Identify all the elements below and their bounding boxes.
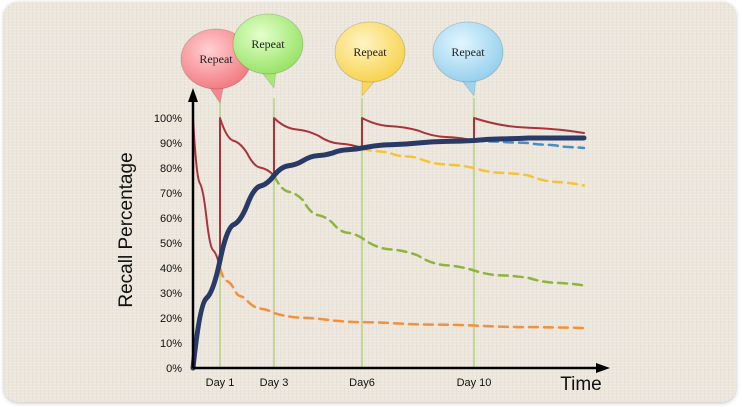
- y-axis-title: Recall Percentage: [116, 152, 137, 307]
- repeat-bubble: Repeat: [432, 21, 504, 98]
- x-tick-label: Day6: [349, 377, 375, 389]
- y-tick-label: 90%: [160, 138, 182, 150]
- y-tick-label: 10%: [160, 338, 182, 350]
- y-tick-label: 100%: [154, 113, 182, 125]
- bubble-body: [232, 13, 304, 75]
- y-tick-label: 30%: [160, 288, 182, 300]
- series-line-decay-after-day-6: [360, 146, 586, 187]
- y-tick-labels: 100% 90% 80% 70% 60% 50% 40% 30% 20% 10% 0%: [154, 113, 182, 375]
- y-tick-label: 70%: [160, 188, 182, 200]
- x-tick-label: Day 1: [206, 377, 235, 389]
- y-axis-arrow: [188, 88, 198, 102]
- bubble-body: [334, 21, 406, 83]
- series-line-recall-with-reviews: [192, 117, 585, 269]
- bubble-label: Repeat: [451, 45, 485, 59]
- series-group: [190, 117, 587, 371]
- bubble-label: Repeat: [251, 37, 285, 51]
- bubble-body: [432, 21, 504, 83]
- x-axis-arrow: [596, 363, 610, 373]
- x-tick-labels: Day 1 Day 3 Day6 Day 10: [206, 377, 492, 389]
- repeat-bubble: Repeat: [232, 13, 304, 90]
- y-tick-label: 50%: [160, 238, 182, 250]
- series-line-retention-trend: [190, 135, 587, 371]
- series-line-decay-after-day-3: [272, 174, 586, 287]
- y-tick-label: 0%: [166, 363, 182, 375]
- x-tick-label: Day 10: [457, 377, 492, 389]
- x-axis-title: Time: [560, 374, 602, 395]
- y-tick-label: 80%: [160, 163, 182, 175]
- repeat-bubbles: Repeat Repeat Repeat Repeat: [180, 13, 504, 105]
- bubble-label: Repeat: [353, 45, 387, 59]
- repeat-bubble: Repeat: [334, 21, 406, 98]
- series-line-decay-after-day-1: [218, 266, 586, 330]
- y-tick-label: 60%: [160, 213, 182, 225]
- bubble-label: Repeat: [199, 52, 233, 66]
- y-tick-label: 40%: [160, 263, 182, 275]
- x-tick-label: Day 3: [260, 377, 289, 389]
- y-tick-label: 20%: [160, 313, 182, 325]
